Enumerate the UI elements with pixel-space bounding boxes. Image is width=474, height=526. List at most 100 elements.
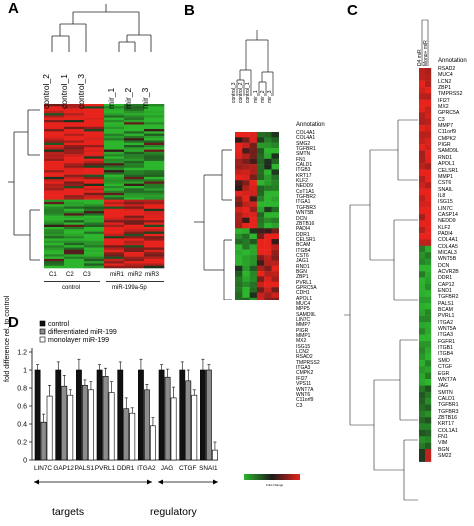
gene-label: KLF2 [296, 178, 308, 185]
heatmap-cell [419, 131, 426, 139]
heatmap-cell [144, 174, 165, 178]
panel-b-annotation-title: Annotation [296, 122, 325, 128]
gene-label: DDR1 [296, 231, 310, 238]
heatmap-cell [242, 190, 250, 197]
heatmap-cell [44, 213, 65, 216]
heatmap-cell [44, 176, 65, 180]
heatmap-cell [425, 398, 432, 405]
heatmap-cell [84, 133, 105, 137]
heatmap-cell [256, 158, 265, 165]
heatmap-cell [124, 240, 145, 244]
heatmap-cell [249, 233, 258, 240]
heatmap-cell [44, 195, 65, 198]
bar [164, 376, 171, 461]
heatmap-cell [271, 164, 279, 170]
gene-label: TGFBR1 [296, 146, 316, 153]
heatmap-cell [64, 247, 85, 251]
gene-label: SAMD9L [296, 311, 317, 318]
heatmap-cell [242, 169, 250, 175]
heatmap-cell [144, 242, 165, 246]
gene-label: TMPRSS2 [296, 359, 320, 366]
heatmap-cell [104, 156, 125, 159]
heatmap-cell [104, 263, 125, 267]
gene-label: APOL1 [296, 295, 313, 302]
heatmap-cell [44, 129, 65, 132]
heatmap-cell [104, 227, 125, 230]
heatmap-cell [84, 156, 105, 159]
heatmap-cell [84, 220, 105, 223]
panel-a-group-bracket [44, 281, 100, 282]
heatmap-cell [124, 147, 145, 150]
gene-label: KRT17 [438, 421, 455, 428]
heatmap-cell [419, 80, 426, 88]
heatmap-cell [144, 195, 165, 198]
heatmap-cell [242, 292, 250, 299]
heatmap-cell [84, 158, 105, 162]
heatmap-cell [271, 132, 279, 138]
heatmap-cell [64, 117, 85, 121]
heatmap-cell [425, 436, 432, 443]
heatmap-cell [84, 213, 105, 216]
heatmap-cell [104, 256, 125, 260]
heatmap-cell [425, 341, 432, 348]
panel-a-group-bracket [106, 281, 164, 282]
gene-label: PADI4 [438, 230, 453, 237]
heatmap-cell [44, 265, 65, 269]
heatmap-cell [425, 258, 432, 266]
x-tick-label: PALS1 [75, 465, 95, 472]
heatmap-cell [242, 164, 250, 170]
heatmap-cell [124, 104, 145, 107]
gene-label: COL1A1 [438, 427, 458, 434]
heatmap-cell [271, 190, 279, 197]
gene-label: COL4A1 [438, 237, 458, 244]
heatmap-cell [256, 185, 265, 192]
heatmap-cell [242, 239, 250, 245]
heatmap-cell [124, 165, 145, 169]
heatmap-cell [249, 206, 258, 213]
heatmap-cell [44, 115, 65, 118]
heatmap-cell [256, 212, 265, 218]
heatmap-cell [425, 309, 432, 316]
heatmap-cell [419, 182, 426, 189]
panel-c-annotation-title: Annotation [438, 58, 467, 64]
heatmap-cell [124, 242, 145, 246]
heatmap-cell [419, 99, 426, 107]
heatmap-cell [235, 169, 243, 175]
heatmap-cell [64, 261, 85, 264]
heatmap-cell [249, 222, 258, 229]
heatmap-cell [235, 196, 243, 202]
heatmap-cell [84, 224, 105, 228]
heatmap-cell [64, 151, 85, 155]
regulatory-arrow-head [158, 479, 163, 485]
panel-a-sample-label: C3 [83, 272, 91, 278]
heatmap-cell [264, 297, 272, 300]
heatmap-cell [256, 260, 265, 266]
heatmap-cell [44, 263, 65, 267]
heatmap-cell [242, 180, 250, 186]
heatmap-cell [419, 125, 426, 132]
heatmap-cell [124, 151, 145, 155]
heatmap-cell [44, 192, 65, 196]
heatmap-cell [249, 276, 258, 282]
heatmap-cell [124, 236, 145, 239]
heatmap-cell [124, 238, 145, 241]
heatmap-cell [419, 93, 426, 100]
gene-label: CELSR1 [438, 167, 459, 174]
heatmap-cell [144, 217, 165, 221]
heatmap-cell [425, 283, 432, 291]
bar [34, 369, 41, 461]
heatmap-cell [419, 188, 426, 196]
heatmap-cell [64, 188, 85, 191]
heatmap-cell [425, 131, 432, 139]
panel-a-row-dendrogram [8, 109, 40, 261]
heatmap-cell [104, 206, 125, 210]
heatmap-cell [64, 179, 85, 182]
heatmap-cell [104, 224, 125, 228]
heatmap-cell [64, 186, 85, 189]
heatmap-cell [124, 122, 145, 125]
heatmap-cell [64, 197, 85, 200]
panel-c-col-label: Mono+ miR [423, 40, 429, 66]
heatmap-cell [264, 201, 272, 208]
heatmap-cell [124, 192, 145, 196]
heatmap-cell [144, 245, 165, 248]
